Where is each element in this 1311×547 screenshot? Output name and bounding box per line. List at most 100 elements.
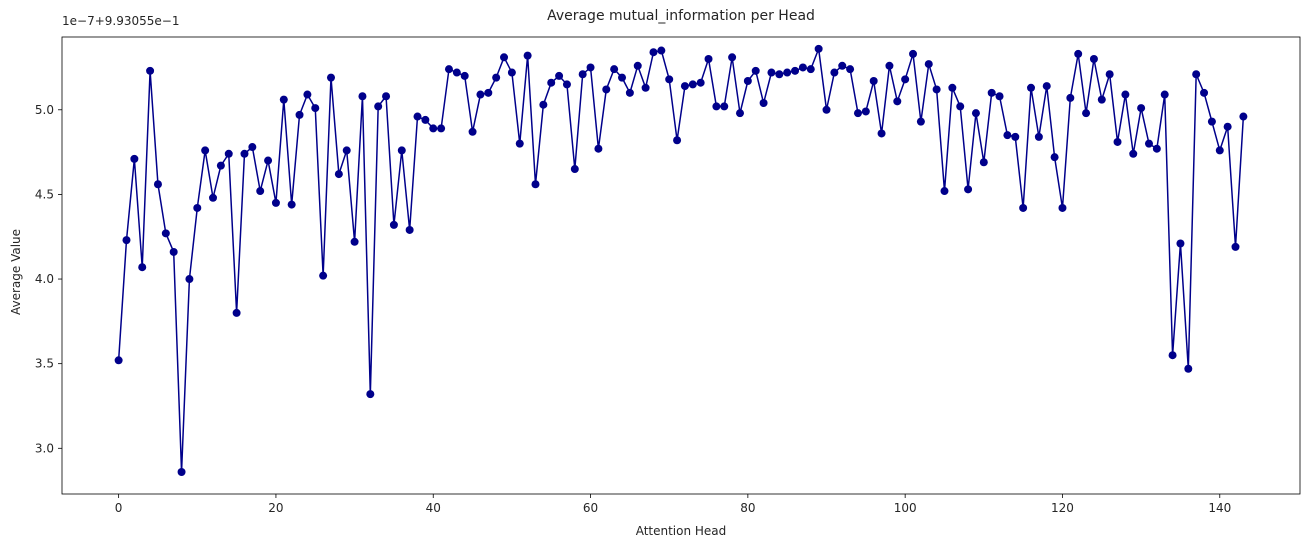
data-point: [822, 105, 831, 114]
data-point: [767, 68, 776, 77]
data-point: [759, 99, 768, 108]
data-point: [366, 390, 375, 399]
data-point: [641, 83, 650, 92]
data-point: [437, 124, 446, 133]
data-point: [444, 65, 453, 74]
data-point: [1160, 90, 1169, 99]
y-tick-label: 5.0: [35, 103, 54, 117]
data-point: [680, 82, 689, 91]
data-point: [201, 146, 210, 155]
data-point: [570, 165, 579, 174]
data-point: [358, 92, 367, 101]
data-point: [728, 53, 737, 62]
data-point: [1105, 70, 1114, 79]
data-point: [1200, 88, 1209, 97]
data-point: [397, 146, 406, 155]
data-point: [326, 73, 335, 82]
data-point: [909, 49, 918, 58]
data-point: [948, 83, 957, 92]
data-point: [500, 53, 509, 62]
data-point: [161, 229, 170, 238]
data-point: [484, 88, 493, 97]
data-point: [130, 154, 139, 163]
data-point: [421, 115, 430, 124]
data-point: [964, 185, 973, 194]
data-point: [885, 61, 894, 70]
x-tick-label: 20: [268, 501, 283, 515]
data-point: [350, 237, 359, 246]
data-point: [1207, 117, 1216, 126]
data-point: [830, 68, 839, 77]
data-point: [924, 60, 933, 69]
data-point: [216, 161, 225, 170]
data-point: [114, 356, 123, 365]
data-point: [1113, 137, 1122, 146]
y-offset-text: 1e−7+9.93055e−1: [62, 14, 179, 28]
data-point: [169, 247, 178, 256]
data-point: [956, 102, 965, 111]
x-tick-label: 80: [740, 501, 755, 515]
data-point: [1152, 144, 1161, 153]
y-tick-label: 3.5: [35, 357, 54, 371]
data-point: [264, 156, 273, 165]
data-point: [791, 66, 800, 75]
data-point: [1223, 122, 1232, 131]
x-tick-label: 40: [426, 501, 441, 515]
data-point: [146, 66, 155, 75]
data-point: [539, 100, 548, 109]
data-point: [665, 75, 674, 84]
series-line: [117, 48, 1245, 473]
data-point: [901, 75, 910, 84]
data-point: [468, 127, 477, 136]
data-point: [185, 275, 194, 284]
data-point: [429, 124, 438, 133]
data-point: [303, 90, 312, 99]
data-point: [932, 85, 941, 94]
data-point: [838, 61, 847, 70]
data-point: [138, 263, 147, 272]
data-point: [1192, 70, 1201, 79]
data-point: [334, 170, 343, 179]
data-point: [248, 143, 257, 152]
data-point: [374, 102, 383, 111]
data-point: [382, 92, 391, 101]
data-point: [515, 139, 524, 148]
data-point: [940, 187, 949, 196]
data-point: [1042, 82, 1051, 91]
data-point: [1121, 90, 1130, 99]
data-point: [1003, 131, 1012, 140]
data-point: [846, 65, 855, 74]
data-point: [783, 68, 792, 77]
data-point: [295, 110, 304, 119]
data-point: [586, 63, 595, 72]
data-point: [987, 88, 996, 97]
data-point: [861, 107, 870, 116]
data-point: [319, 271, 328, 280]
data-point: [562, 80, 571, 89]
x-tick-label: 60: [583, 501, 598, 515]
data-point: [1137, 104, 1146, 113]
data-point: [209, 193, 218, 202]
data-point: [1184, 364, 1193, 373]
data-point: [1089, 55, 1098, 64]
data-point: [531, 180, 540, 189]
data-point: [869, 77, 878, 86]
axes-frame: [61, 36, 1301, 495]
data-point: [633, 61, 642, 70]
data-point: [814, 44, 823, 53]
data-point: [618, 73, 627, 82]
data-point: [413, 112, 422, 121]
data-point: [751, 66, 760, 75]
data-point: [735, 109, 744, 118]
data-point: [342, 146, 351, 155]
data-point: [555, 71, 564, 80]
data-point: [578, 70, 587, 79]
data-point: [893, 97, 902, 106]
data-point: [720, 102, 729, 111]
data-point: [547, 78, 556, 87]
data-point: [1231, 242, 1240, 251]
data-point: [1239, 112, 1248, 121]
data-point: [523, 51, 532, 60]
data-point: [995, 92, 1004, 101]
